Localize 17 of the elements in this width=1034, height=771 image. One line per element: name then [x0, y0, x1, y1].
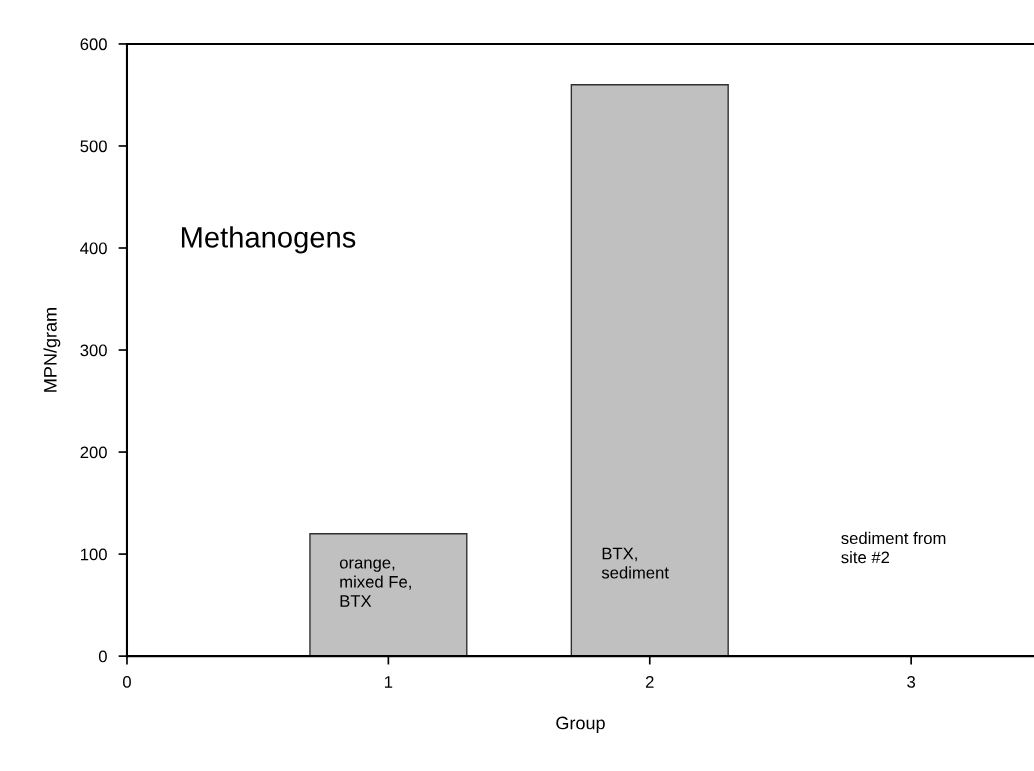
y-tick-label: 100	[81, 548, 107, 561]
x-axis-title: Group	[556, 716, 605, 733]
annotation: sediment from site #2	[841, 531, 946, 564]
annotation: Methanogens	[181, 226, 356, 254]
y-axis-title: MPN/gram	[43, 308, 61, 392]
x-tick-label: 2	[645, 676, 654, 688]
x-tick-label: 1	[385, 676, 393, 688]
y-tick-label: 600	[80, 38, 107, 51]
annotation: BTX, sediment	[601, 547, 669, 579]
annotation: orange, mixed Fe, BTX	[339, 559, 411, 607]
x-tick-label: 3	[907, 676, 916, 688]
y-tick-label: 300	[80, 344, 107, 357]
y-tick-label: 200	[80, 446, 107, 459]
y-tick-label: 400	[80, 242, 107, 255]
y-tick-label: 500	[80, 140, 107, 153]
y-tick-label: 0	[98, 650, 107, 663]
x-tick-label: 0	[122, 676, 131, 688]
